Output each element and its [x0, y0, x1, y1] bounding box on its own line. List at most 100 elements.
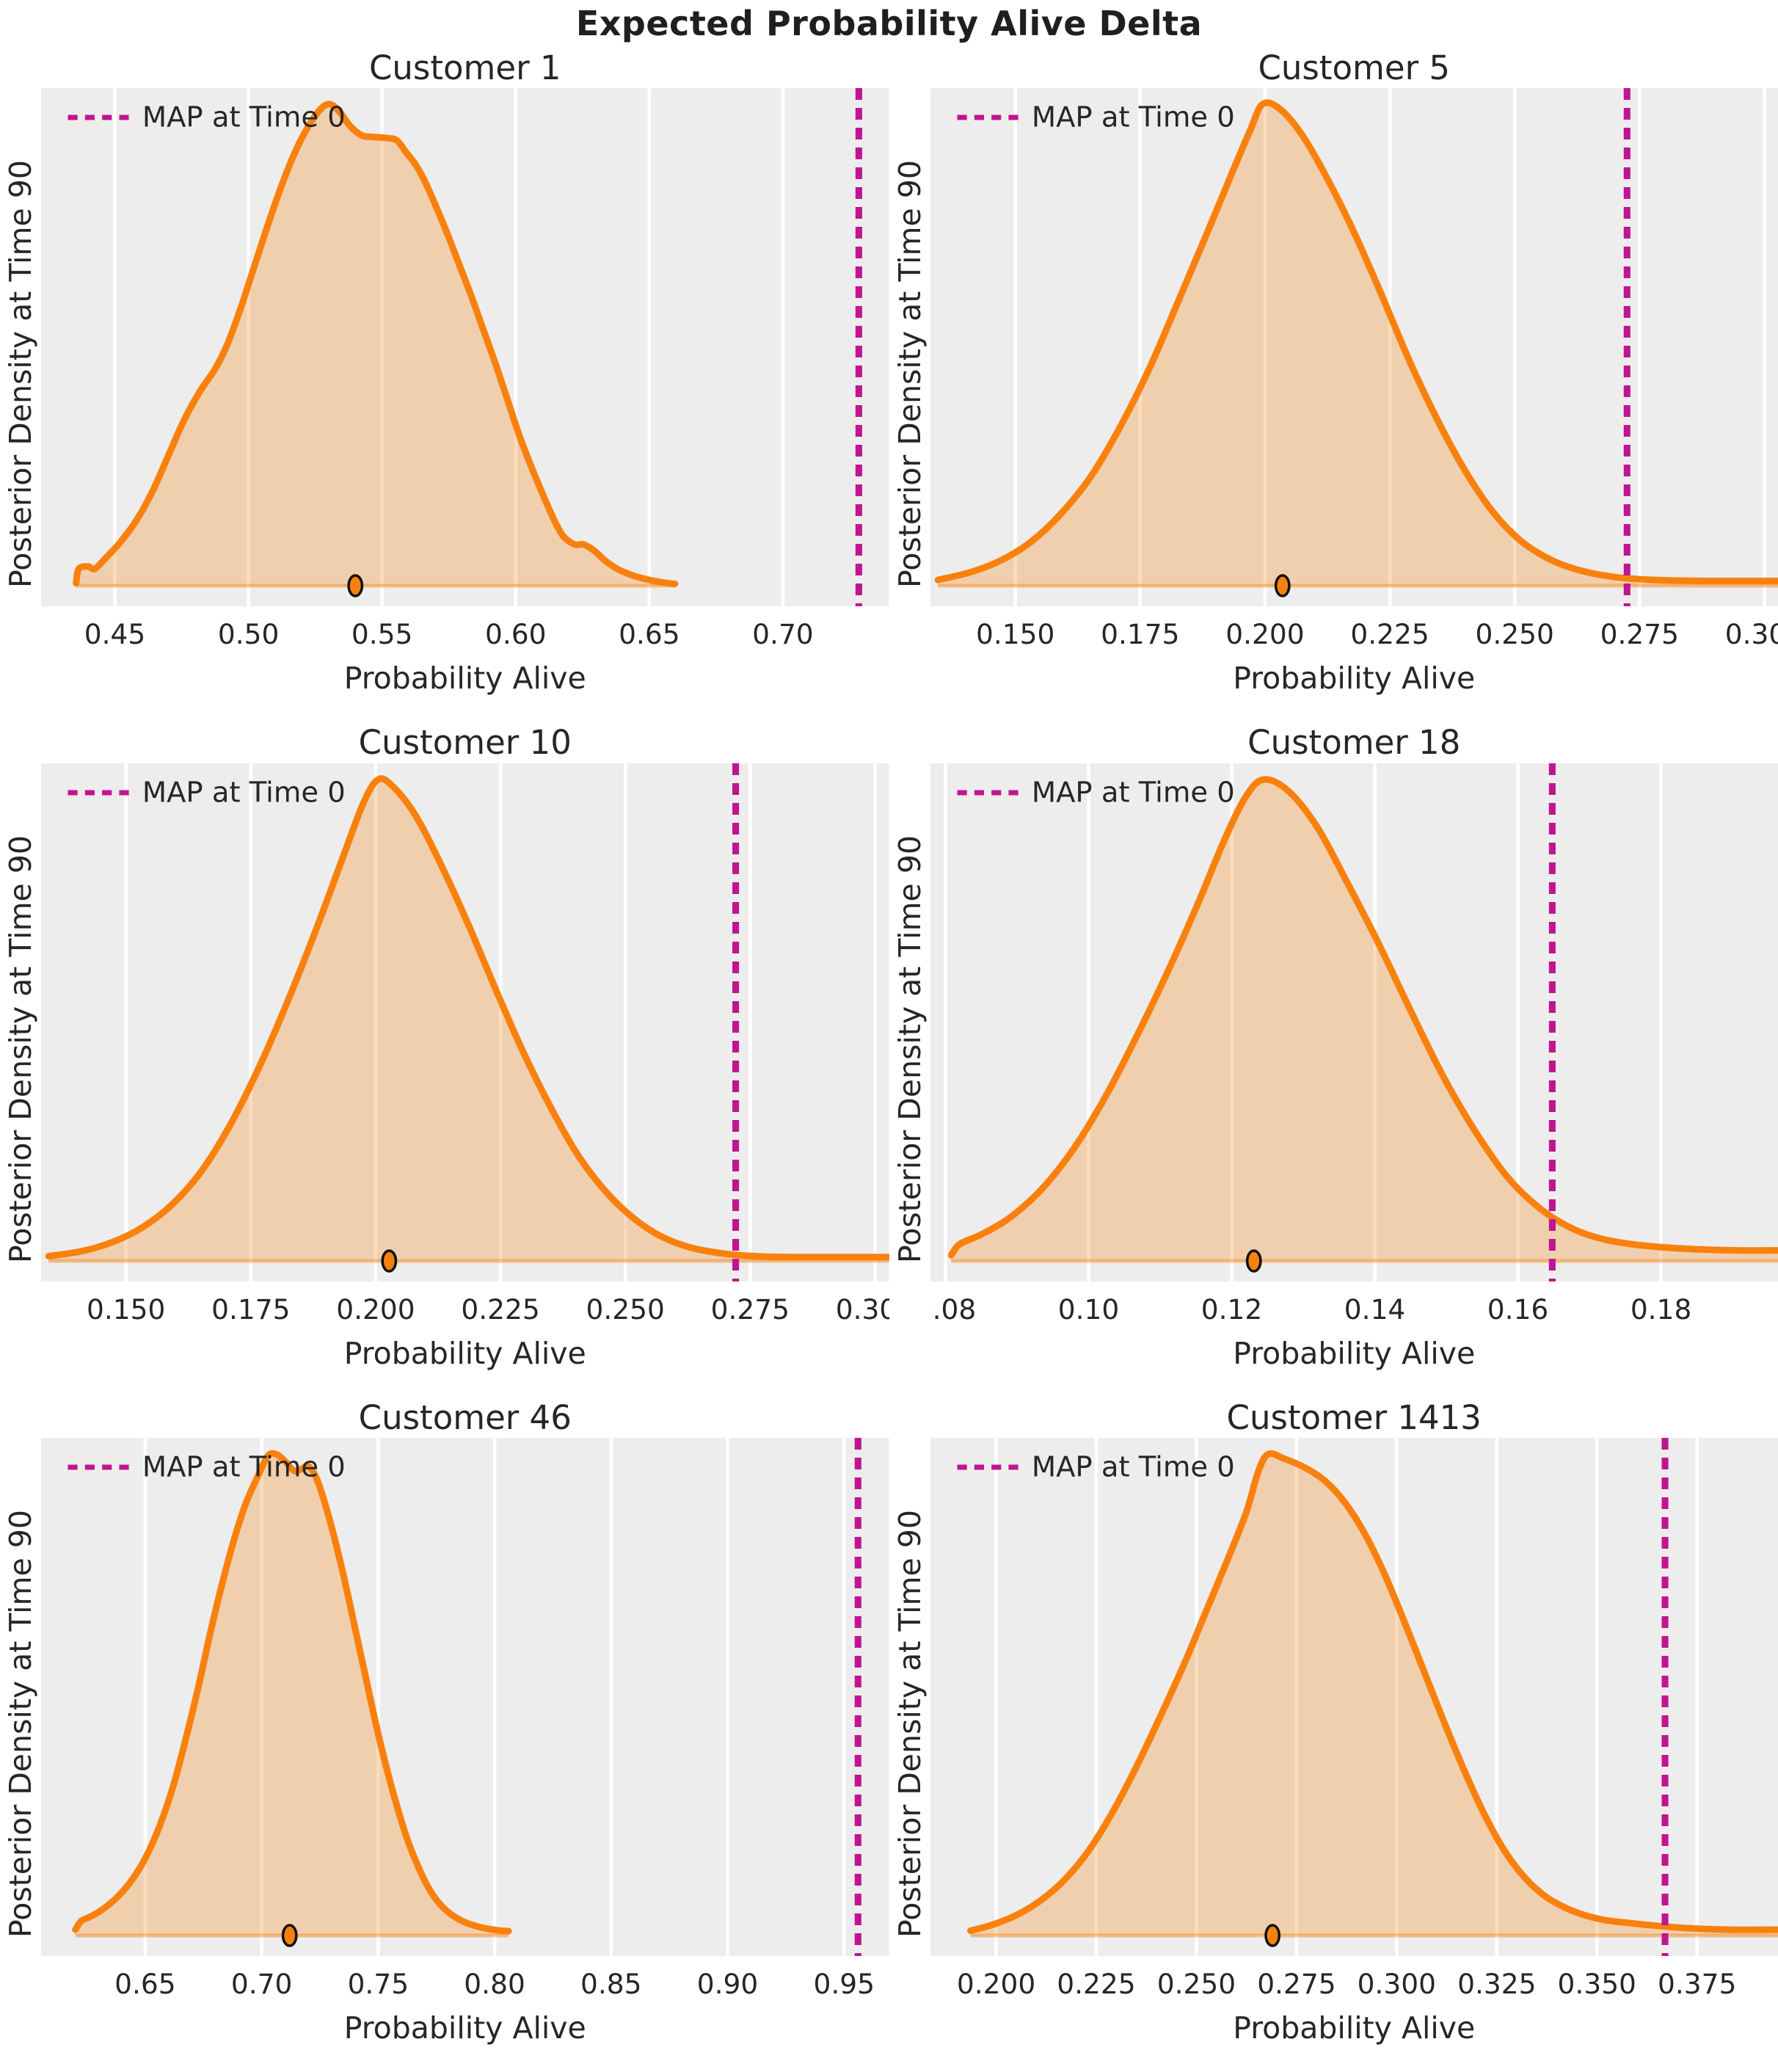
x-axis-label: Probability Alive [1233, 661, 1476, 696]
kde-plot: MAP at Time 0 0.200 0.225 0.250 0.275 0.300 0.… [930, 1438, 1778, 2001]
x-tick-label: 0.70 [752, 618, 814, 650]
x-tick-label: 0.80 [464, 1969, 525, 2001]
x-tick-label: 0.300 [836, 1293, 889, 1326]
point-estimate-marker [1274, 574, 1291, 597]
legend-label: MAP at Time 0 [1031, 1451, 1234, 1484]
x-tick-label: 0.275 [711, 1293, 790, 1326]
x-tick-label: 0.150 [976, 618, 1054, 650]
x-axis-label: Probability Alive [343, 2010, 586, 2046]
kde-fill [937, 102, 1778, 586]
subplot-cell: Customer 1413 Posterior Density at Time … [889, 1397, 1778, 2072]
x-tick-label: 0.65 [619, 618, 680, 650]
subplot-cell: Customer 1 Posterior Density at Time 90 … [0, 47, 889, 722]
x-tick-label: 0.95 [813, 1969, 875, 2001]
plot-row: Posterior Density at Time 90 MAP at Time… [889, 88, 1778, 661]
kde-fill [75, 1453, 509, 1936]
x-tick-label: 0.225 [461, 1293, 539, 1326]
x-tick-label: 0.200 [336, 1293, 415, 1326]
point-estimate-marker [1264, 1924, 1280, 1948]
kde-plot: MAP at Time 0 0.150 0.175 0.200 0.225 0.250 0.… [41, 763, 889, 1326]
x-tick-label: 0.350 [1557, 1969, 1636, 2001]
plot-row: Posterior Density at Time 90 MAP at Time… [0, 88, 889, 661]
x-tick-label: 0.55 [351, 618, 413, 650]
kde-curve [966, 1450, 1778, 1935]
x-tick-label: 0.225 [1057, 1969, 1135, 2001]
x-tick-label: 0.14 [1344, 1293, 1405, 1326]
x-tick-label: 0.08 [930, 1293, 976, 1326]
x-tick-label: 0.45 [84, 618, 146, 650]
subplot-title: Customer 46 [358, 1397, 572, 1437]
x-tick-label: 0.90 [697, 1969, 759, 2001]
kde-curve [934, 99, 1778, 585]
subplot-title: Customer 1413 [1226, 1397, 1482, 1437]
subplot-title: Customer 1 [368, 48, 561, 87]
point-estimate-marker [281, 1924, 298, 1948]
legend-label: MAP at Time 0 [1031, 776, 1234, 809]
subplot-cell: Customer 10 Posterior Density at Time 90… [0, 722, 889, 1397]
kde-plot: MAP at Time 0 0.08 0.10 0.12 0.14 0.16 0.18 [930, 763, 1778, 1326]
x-tick-label: 0.12 [1200, 1293, 1262, 1326]
kde-plot: MAP at Time 0 0.150 0.175 0.200 0.225 0.250 0.… [930, 88, 1778, 650]
x-tick-label: 0.175 [211, 1293, 290, 1326]
x-tick-label: 0.325 [1457, 1969, 1536, 2001]
x-tick-label: 0.300 [1357, 1969, 1435, 2001]
x-axis-label: Probability Alive [343, 661, 586, 696]
point-estimate-marker [1245, 1248, 1262, 1273]
legend-label: MAP at Time 0 [1031, 101, 1234, 134]
plot-row: Posterior Density at Time 90 MAP at Time… [889, 763, 1778, 1336]
point-estimate-marker [347, 574, 364, 597]
subplot-grid: Customer 1 Posterior Density at Time 90 … [0, 47, 1778, 2072]
x-tick-label: 0.375 [1658, 1969, 1736, 2001]
y-axis-label: Posterior Density at Time 90 [892, 160, 928, 589]
kde-fill [76, 103, 675, 586]
y-axis-label: Posterior Density at Time 90 [892, 1510, 928, 1938]
kde-curve [45, 774, 889, 1260]
legend-label: MAP at Time 0 [142, 776, 346, 809]
x-tick-label: 0.10 [1057, 1293, 1119, 1326]
subplot-title: Customer 10 [358, 723, 572, 763]
x-tick-label: 0.275 [1600, 618, 1678, 650]
y-axis-label: Posterior Density at Time 90 [3, 835, 38, 1264]
x-axis-label: Probability Alive [1233, 2010, 1476, 2046]
x-tick-label: 0.60 [485, 618, 547, 650]
x-tick-label: 0.150 [87, 1293, 165, 1326]
x-tick-label: 0.85 [580, 1969, 642, 2001]
plot-row: Posterior Density at Time 90 MAP at Time… [0, 763, 889, 1336]
kde-curve [947, 776, 1778, 1259]
x-tick-label: 0.225 [1350, 618, 1429, 650]
kde-curve [72, 1450, 512, 1935]
kde-plot: MAP at Time 0 0.65 0.70 0.75 0.80 0.85 0.90 0.9… [41, 1438, 889, 2001]
subplot-cell: Customer 46 Posterior Density at Time 90… [0, 1397, 889, 2072]
plot-row: Posterior Density at Time 90 MAP at Time… [0, 1438, 889, 2010]
x-tick-label: 0.200 [956, 1969, 1035, 2001]
x-tick-label: 0.250 [1156, 1969, 1235, 2001]
kde-fill [970, 1453, 1778, 1936]
subplot-cell: Customer 5 Posterior Density at Time 90 … [889, 47, 1778, 722]
plot-background [41, 88, 889, 606]
y-axis-label: Posterior Density at Time 90 [3, 1510, 38, 1938]
x-tick-label: 0.250 [586, 1293, 665, 1326]
y-axis-label: Posterior Density at Time 90 [3, 160, 38, 589]
x-tick-label: 0.65 [114, 1969, 176, 2001]
kde-fill [950, 779, 1778, 1261]
x-tick-label: 0.300 [1724, 618, 1778, 650]
subplot-title: Customer 18 [1247, 723, 1461, 763]
x-tick-label: 0.70 [231, 1969, 293, 2001]
x-tick-label: 0.275 [1257, 1969, 1336, 2001]
point-estimate-marker [381, 1248, 398, 1273]
subplot-title: Customer 5 [1258, 48, 1451, 87]
x-axis-label: Probability Alive [1233, 1335, 1476, 1371]
kde-fill [48, 778, 889, 1261]
x-tick-label: 0.50 [218, 618, 280, 650]
plot-background [41, 1438, 889, 1957]
x-axis-label: Probability Alive [343, 1335, 586, 1371]
legend-label: MAP at Time 0 [142, 1451, 346, 1484]
x-tick-label: 0.200 [1225, 618, 1304, 650]
x-tick-label: 0.75 [348, 1969, 409, 2001]
kde-plot: MAP at Time 0 0.45 0.50 0.55 0.60 0.65 0.70 [41, 88, 889, 650]
subplot-cell: Customer 18 Posterior Density at Time 90… [889, 722, 1778, 1397]
legend-label: MAP at Time 0 [142, 101, 346, 134]
x-tick-label: 0.250 [1475, 618, 1553, 650]
x-tick-label: 0.18 [1630, 1293, 1691, 1326]
